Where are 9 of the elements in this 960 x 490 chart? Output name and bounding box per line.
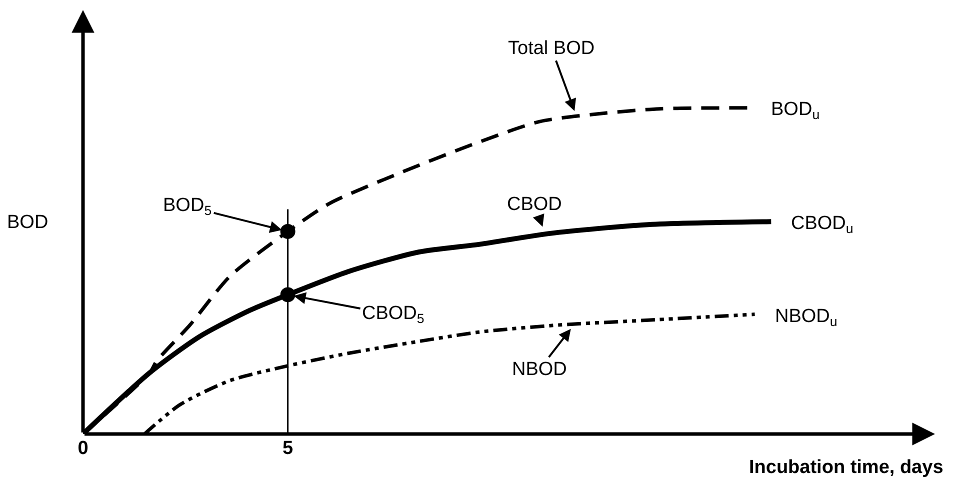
annotation: CBOD$_{5}$ [362, 303, 424, 326]
annotation: BOD$_{5}$ [163, 195, 212, 218]
xlabel: Incubation time, days [749, 457, 944, 478]
x-tick-label: 0 [78, 438, 88, 459]
x-tick-label: 5 [282, 438, 294, 459]
annotation: CBOD [507, 194, 562, 215]
annotation: NBOD [512, 359, 567, 380]
annotation: Total BOD [508, 38, 595, 59]
ylabel: BOD [7, 212, 48, 233]
